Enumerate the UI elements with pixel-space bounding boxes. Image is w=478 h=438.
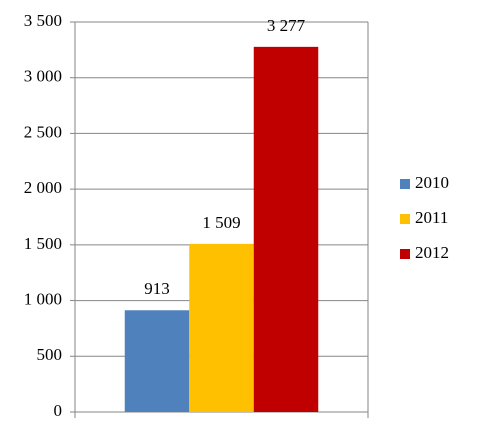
y-tick-label: 2 000	[24, 178, 62, 197]
bar	[124, 310, 190, 412]
legend-label: 2011	[415, 208, 448, 227]
y-tick-label: 500	[37, 345, 63, 364]
value-label: 913	[144, 279, 170, 298]
y-tick-label: 1 000	[24, 289, 62, 308]
legend-swatch	[400, 179, 410, 189]
legend-label: 2010	[415, 173, 449, 192]
y-tick-label: 3 000	[24, 67, 62, 86]
y-tick-label: 3 500	[24, 11, 62, 30]
y-tick-label: 1 500	[24, 234, 62, 253]
y-tick-label: 0	[54, 401, 63, 420]
legend-swatch	[400, 214, 410, 224]
value-label: 3 277	[267, 16, 306, 35]
legend-swatch	[400, 249, 410, 259]
legend-label: 2012	[415, 243, 449, 262]
value-label: 1 509	[202, 213, 240, 232]
y-tick-label: 2 500	[24, 122, 62, 141]
bar	[189, 243, 254, 412]
bar	[253, 46, 319, 412]
